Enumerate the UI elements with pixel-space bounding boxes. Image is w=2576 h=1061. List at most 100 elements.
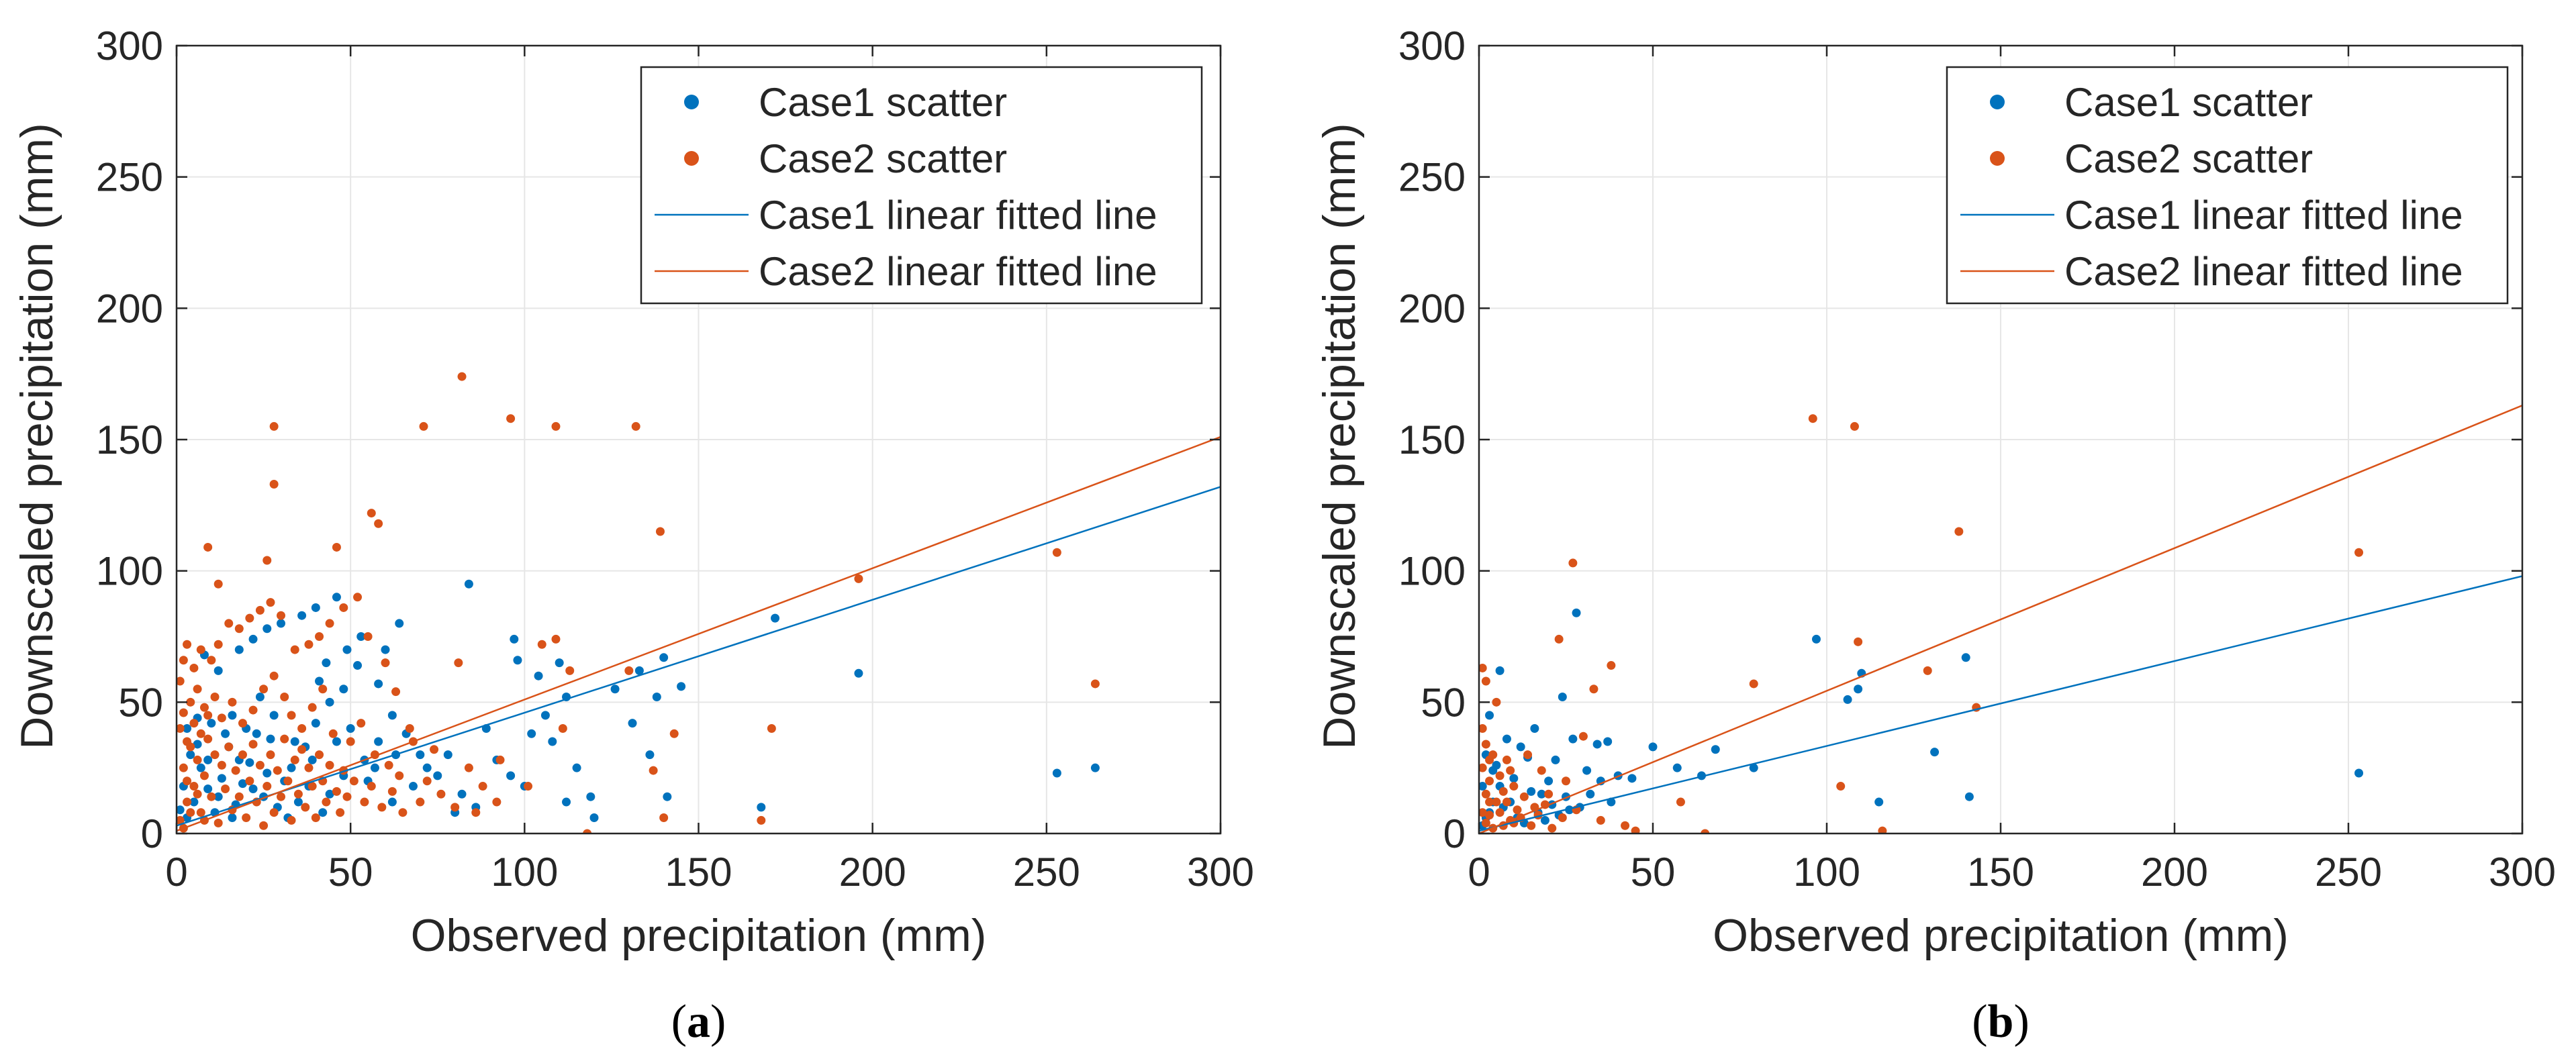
case2-scatter-point	[186, 808, 195, 817]
case2-scatter-point	[177, 815, 185, 825]
case2-scatter-point	[293, 789, 303, 799]
y-axis-label: Downscaled precipitation (mm)	[1314, 123, 1365, 749]
case2-scatter-point	[655, 527, 665, 536]
case1-scatter-point	[1516, 742, 1525, 752]
case2-scatter-point	[405, 723, 414, 733]
case2-scatter-point	[1479, 808, 1487, 817]
case1-scatter-point	[322, 658, 331, 668]
x-axis-label: Observed precipitation (mm)	[1713, 910, 2289, 961]
case1-scatter-point	[266, 734, 275, 744]
case1-scatter-point	[586, 792, 595, 801]
case2-scatter-point	[207, 656, 216, 665]
case1-scatter-point	[1572, 608, 1581, 617]
case2-scatter-point	[381, 658, 390, 668]
case2-scatter-point	[1485, 776, 1494, 786]
case2-scatter-point	[1498, 787, 1508, 796]
case2-scatter-point	[631, 421, 640, 431]
case2-scatter-point	[1479, 723, 1487, 733]
case2-scatter-point	[1537, 766, 1546, 775]
x-tick-label: 300	[2489, 850, 2556, 895]
case1-scatter-point	[255, 693, 265, 702]
case2-scatter-point	[183, 776, 192, 786]
case1-scatter-point	[387, 711, 397, 720]
case2-scatter-point	[290, 755, 299, 764]
case2-scatter-point	[248, 705, 258, 715]
case2-scatter-point	[454, 658, 463, 668]
case1-scatter-point	[534, 671, 543, 680]
panel-label: (a)	[671, 996, 726, 1048]
y-tick-label: 250	[1398, 155, 1466, 200]
case1-marker-icon	[684, 95, 699, 109]
case2-scatter-point	[245, 613, 254, 623]
case1-scatter-point	[1582, 766, 1592, 775]
case1-fitted-line	[177, 486, 1221, 827]
case2-scatter-point	[196, 645, 205, 654]
case1-scatter-point	[540, 711, 550, 720]
y-tick-label: 200	[1398, 286, 1466, 331]
legend: Case1 scatter Case2 scatter Case1 linear f…	[1946, 66, 2509, 305]
case1-scatter-point	[1495, 666, 1505, 675]
case1-scatter-point	[1648, 742, 1658, 752]
case2-scatter-point	[757, 815, 766, 825]
case1-scatter-point	[443, 750, 452, 760]
case1-scatter-point	[217, 774, 226, 783]
case2-scatter-point	[1578, 731, 1588, 741]
case2-scatter-point	[332, 787, 341, 796]
case2-scatter-point	[1547, 823, 1557, 833]
case1-scatter-point	[652, 693, 661, 702]
case2-scatter-point	[1523, 750, 1533, 760]
case2-fitted-line	[177, 436, 1221, 832]
case2-scatter-point	[1495, 808, 1505, 817]
case2-scatter-point	[416, 797, 425, 807]
y-tick-label: 150	[1398, 417, 1466, 462]
case1-scatter-point	[1749, 763, 1758, 772]
case2-scatter-point	[1596, 815, 1605, 825]
case2-scatter-point	[199, 771, 209, 780]
case2-scatter-point	[315, 632, 324, 641]
case2-scatter-point	[551, 634, 561, 644]
case2-scatter-point	[213, 640, 223, 649]
case2-scatter-point	[356, 719, 366, 728]
case2-scatter-point	[210, 693, 220, 702]
case2-scatter-point	[210, 750, 220, 760]
case1-scatter-point	[325, 697, 334, 707]
case2-scatter-point	[767, 723, 776, 733]
legend-label: Case2 scatter	[2064, 136, 2313, 181]
case1-scatter-point	[1502, 734, 1511, 744]
case2-scatter-point	[238, 719, 247, 728]
case1-scatter-point	[628, 719, 637, 728]
case2-scatter-point	[245, 776, 254, 786]
y-tick-label: 50	[118, 680, 163, 725]
legend-item: Case2 scatter	[1990, 136, 2313, 181]
case1-scatter-point	[663, 792, 672, 801]
case1-scatter-point	[1488, 766, 1498, 775]
case2-scatter-point	[325, 760, 334, 770]
case2-scatter-point	[290, 645, 299, 654]
case2-scatter-point	[1749, 679, 1758, 689]
case1-scatter-point	[433, 771, 442, 780]
case2-scatter-point	[377, 803, 387, 812]
case1-scatter-point	[332, 737, 341, 746]
case2-scatter-point	[283, 776, 293, 786]
case2-scatter-point	[1850, 421, 1859, 431]
y-tick-label: 200	[96, 286, 163, 331]
y-tick-label: 0	[141, 811, 163, 856]
case1-scatter-point	[1090, 763, 1100, 772]
case1-scatter-point	[203, 755, 213, 764]
case1-scatter-point	[252, 729, 261, 738]
x-axis-label: Observed precipitation (mm)	[411, 910, 987, 961]
case1-scatter-point	[510, 634, 519, 644]
case1-scatter-point	[1551, 755, 1560, 764]
case2-scatter-point	[384, 760, 393, 770]
legend-item: Case2 scatter	[684, 136, 1007, 181]
legend-label: Case2 linear fitted line	[2064, 249, 2463, 294]
x-tick-label: 0	[165, 850, 187, 895]
y-tick-label: 100	[96, 549, 163, 594]
case1-scatter-point	[1558, 693, 1567, 702]
case1-scatter-point	[213, 792, 223, 801]
case1-scatter-point	[1586, 789, 1595, 799]
case2-scatter-point	[231, 766, 240, 775]
case1-scatter-point	[527, 729, 536, 738]
panel-label-paren-close: )	[710, 996, 726, 1048]
case2-scatter-point	[322, 797, 331, 807]
